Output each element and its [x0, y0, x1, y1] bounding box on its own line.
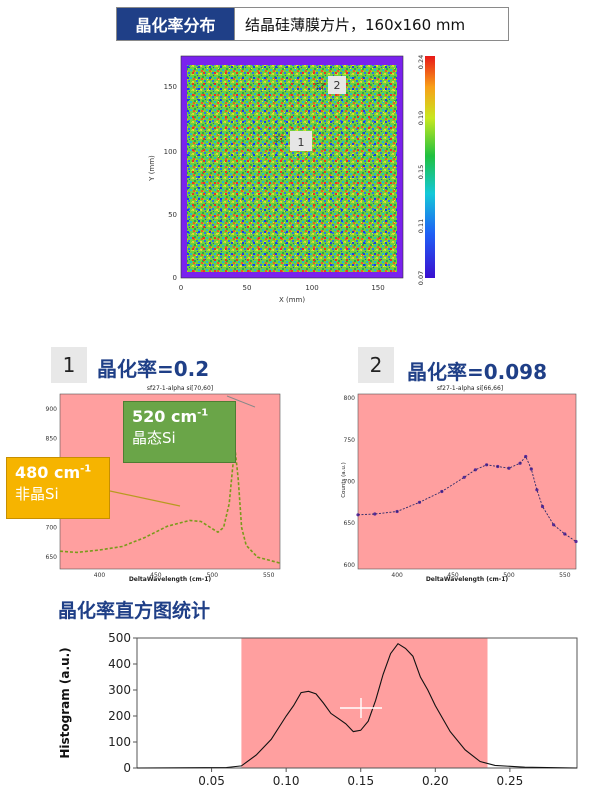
map-marker-2: ☆ 2	[314, 76, 346, 94]
colorbar-tick: 0.24	[417, 55, 425, 69]
svg-text:☆: ☆	[314, 78, 327, 94]
colorbar	[425, 56, 435, 278]
histogram-ylabel: Histogram (a.u.)	[58, 647, 72, 758]
spectrum-2-subtitle: sf27-1-alpha si[66,66]	[437, 385, 503, 392]
histogram-highlight-band	[241, 638, 488, 768]
spectrum-1-ytick: 850	[46, 435, 58, 442]
svg-text:2: 2	[334, 79, 341, 92]
histogram-xtick: 0.15	[347, 774, 374, 788]
histogram-ytick: 300	[108, 683, 131, 697]
spectrum-1-badge: 1	[51, 347, 87, 383]
spectrum-1-xtick: 500	[207, 572, 219, 579]
histogram-chart: 0 100 200 300 400 500 0.05 0.10 0.15 0.20 0.25 Hi…	[58, 631, 578, 788]
spectrum-2-chart: sf27-1-alpha si[66,66] 600 650 700 750 800 4…	[341, 385, 578, 583]
map-xtick: 150	[371, 284, 384, 292]
map-ylabel: Y (mm)	[148, 155, 156, 182]
callout-crystalline: 520 cm-1 晶态Si	[123, 401, 236, 463]
spectrum-2-xlabel: DeltaWavelength (cm-1)	[426, 576, 509, 583]
svg-text:☆: ☆	[273, 131, 286, 147]
histogram-ytick: 0	[123, 761, 131, 775]
spectrum-2-badge: 2	[358, 347, 394, 383]
histogram-xtick: 0.05	[198, 774, 225, 788]
colorbar-tick: 0.19	[417, 111, 425, 125]
map-xtick: 100	[305, 284, 318, 292]
map-xtick: 50	[243, 284, 252, 292]
histogram-title: 晶化率直方图统计	[58, 600, 211, 622]
spectrum-2-ytick: 800	[344, 395, 356, 402]
svg-text:1: 1	[298, 136, 305, 149]
spectrum-1-ytick: 650	[46, 554, 58, 561]
histogram-ytick: 400	[108, 657, 131, 671]
spectrum-2-xtick: 450	[447, 572, 459, 579]
spectrum-1-xtick: 550	[263, 572, 275, 579]
colorbar-tick: 0.15	[417, 165, 425, 179]
spectrum-2-xtick: 550	[559, 572, 571, 579]
histogram-mean-marker	[340, 698, 382, 718]
spectrum-2-ytick: 600	[344, 562, 356, 569]
header-description: 结晶硅薄膜方片，160x160 mm	[245, 15, 466, 34]
histogram-ytick: 200	[108, 709, 131, 723]
histogram-xtick: 0.25	[497, 774, 524, 788]
histogram-xtick: 0.20	[422, 774, 449, 788]
spectrum-2-xtick: 500	[503, 572, 515, 579]
spectrum-2-ytick: 650	[344, 520, 356, 527]
crystallinity-map: ☆ 1 ☆ 2 0 50 100 150 0 50 100 150 X (mm)…	[148, 55, 435, 304]
map-ytick: 100	[164, 148, 177, 156]
histogram-xtick: 0.10	[273, 774, 300, 788]
callout-amorphous: 480 cm-1 非晶Si	[6, 457, 110, 519]
spectrum-2-point	[373, 512, 377, 516]
header-box: 晶化率分布 结晶硅薄膜方片，160x160 mm	[116, 7, 509, 41]
map-xlabel: X (mm)	[279, 296, 305, 304]
spectrum-2-point	[535, 488, 539, 492]
header-tag: 晶化率分布	[117, 8, 235, 40]
spectrum-1-xtick: 400	[94, 572, 106, 579]
map-ytick: 150	[164, 83, 177, 91]
spectrum-2-ytick: 700	[344, 479, 356, 486]
colorbar-tick: 0.11	[417, 219, 425, 233]
histogram-series	[136, 642, 578, 769]
spectrum-1-series	[59, 447, 281, 564]
spectrum-2-ytick: 750	[344, 437, 356, 444]
map-xtick: 0	[179, 284, 183, 292]
spectrum-2-point	[356, 513, 360, 517]
map-ytick: 0	[173, 274, 177, 282]
spectrum-1-subtitle: sf27-1-alpha si[70,60]	[147, 385, 213, 392]
spectrum-1-xtick: 450	[150, 572, 162, 579]
histogram-ytick: 100	[108, 735, 131, 749]
spectrum-1-xlabel: DeltaWavelength (cm-1)	[129, 576, 212, 583]
spectrum-2-plot-area	[357, 393, 577, 570]
map-ytick: 50	[168, 211, 177, 219]
map-marker-1: ☆ 1	[273, 131, 312, 151]
spectrum-1-crystallinity: 晶化率=0.2	[97, 357, 210, 381]
histogram-ytick: 500	[108, 631, 131, 645]
spectrum-1-ytick: 900	[46, 406, 58, 413]
spectrum-1-ytick: 700	[46, 524, 58, 531]
spectrum-2-xtick: 400	[391, 572, 403, 579]
spectrum-2-point	[507, 466, 511, 470]
spectrum-2-ylabel: Counts (a.u.)	[341, 462, 347, 498]
histogram-plot-area	[136, 637, 578, 769]
colorbar-tick: 0.07	[417, 271, 425, 285]
spectrum-2-crystallinity: 晶化率=0.098	[407, 360, 548, 384]
